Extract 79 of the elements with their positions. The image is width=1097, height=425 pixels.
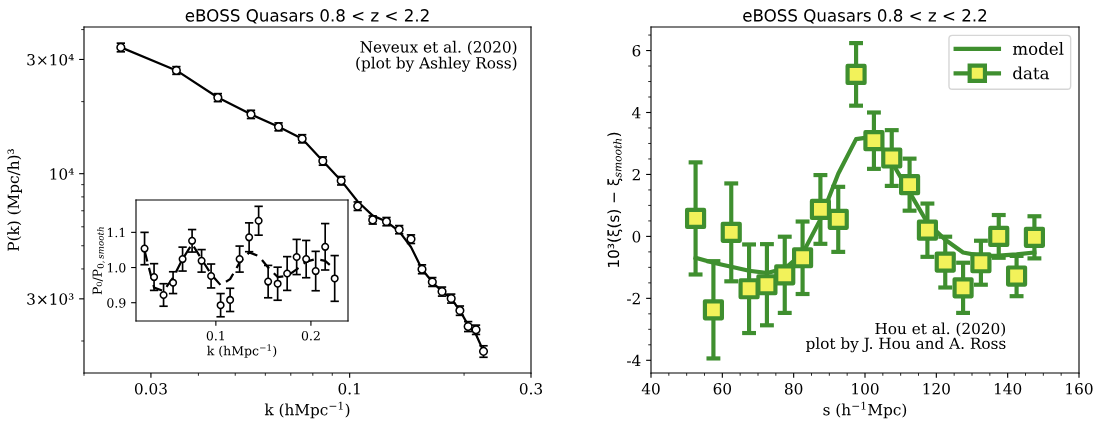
x-tick-label: 120 [923,382,950,395]
x-tick-label: 100 [852,382,879,395]
point [970,252,992,274]
y-tick-label: -2 [627,292,640,305]
point [188,236,197,245]
annotation: (plot by Ashley Ross) [356,56,517,72]
x-tick-label: 160 [1066,382,1093,395]
point [311,267,320,276]
point [292,252,301,262]
point [827,208,849,230]
x-tick-label: 80 [784,382,803,395]
point [988,225,1010,247]
point [159,290,168,299]
y-axis-title: P(k) (Mpc/h)³ [7,149,23,251]
point [845,63,867,85]
y-tick-label: 1.0 [107,263,126,273]
point [245,233,254,242]
x-tick-label: 0.2 [301,330,320,341]
point [169,278,178,287]
x-tick-label: 60 [713,382,732,395]
y-tick-label: 0.9 [107,298,126,308]
point [809,198,832,221]
point [684,207,707,230]
point [738,278,760,300]
x-axis-title: k (hMpc$^{−1}$) [264,401,350,419]
y-tick-label: 10⁴ [50,168,74,180]
point [791,247,814,269]
point [702,299,725,321]
point [235,255,244,264]
chart-title: eBOSS Quasars 0.8 < z < 2.2 [743,9,987,24]
point [197,256,206,265]
point [720,221,742,243]
x-tick-label: 0.3 [519,382,543,395]
point [898,174,921,196]
point [863,130,885,152]
point [226,295,235,304]
point [273,279,282,288]
point [774,264,796,286]
y-tick-label: 3×10³ [27,293,74,305]
point [302,255,311,264]
x-tick-label: 0.1 [338,382,360,395]
x-tick-label: 140 [994,382,1022,395]
point [140,244,149,253]
annotation: Hou et al. (2020) [875,322,1006,337]
point [216,301,225,310]
legend-label: model [1012,42,1064,55]
x-axis-title: s (h$^{−1}$Mpc) [823,401,907,419]
chart-title: eBOSS Quasars 0.8 < z < 2.2 [185,9,429,24]
x-tick-label: 40 [641,382,660,395]
point [150,273,159,282]
point [264,277,273,286]
point [952,277,974,299]
point [934,251,956,273]
y-axis-title: 10³(ξ(s) − ξ$_{smooth}$) [607,132,623,267]
point [330,274,339,283]
y-tick-label: 6 [632,45,641,57]
point [1005,265,1028,287]
y-tick-label: 4 [632,106,641,119]
y-tick-label: 3×10⁴ [27,53,74,66]
y-tick-label: 2 [632,168,640,181]
point [178,255,187,264]
y-tick-label: -4 [627,354,641,367]
point [207,271,216,280]
x-tick-label: 0.1 [206,330,225,341]
point [916,219,939,241]
point [1023,226,1046,248]
y-tick-label: 0 [632,230,641,243]
y-axis-title: P₀/P$_{0,smooth}$ [92,227,105,295]
point [881,147,903,169]
point [254,216,263,225]
point [321,242,330,251]
annotation: plot by J. Hou and A. Ross [805,337,1006,353]
annotation: Neveux et al. (2020) [360,40,517,55]
x-tick-label: 0.03 [134,382,167,395]
x-axis-title: k (hMpc$^{−1}$) [207,344,277,358]
point [283,269,292,278]
legend-label: data [1013,66,1050,80]
point [756,274,778,296]
y-tick-label: 1.1 [107,227,125,238]
